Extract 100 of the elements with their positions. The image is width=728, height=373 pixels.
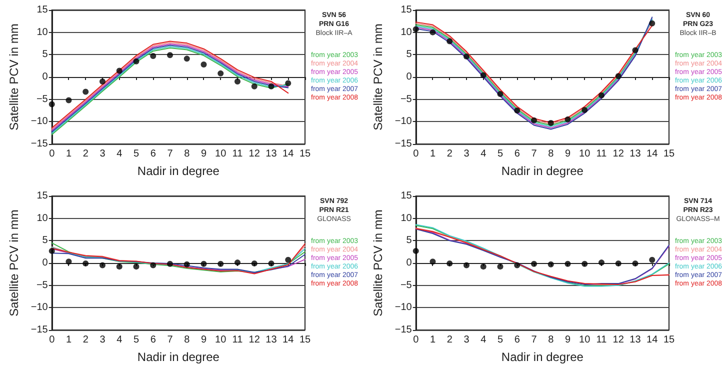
point	[598, 260, 604, 266]
point	[116, 68, 122, 74]
x-tick-label: 9	[564, 334, 571, 346]
x-axis-title: Nadir in degree	[137, 350, 220, 364]
x-tick-label: 15	[299, 148, 311, 160]
x-tick-label: 0	[413, 148, 420, 160]
y-tick-label: 10	[36, 212, 48, 224]
y-tick-label: 15	[36, 190, 48, 202]
point	[167, 52, 173, 58]
point	[66, 97, 72, 104]
x-tick-label: 7	[531, 148, 538, 160]
y-tick-label: 15	[400, 4, 412, 16]
y-tick-label: −10	[394, 302, 412, 314]
y-tick-label: −5	[400, 280, 412, 291]
x-tick-label: 10	[215, 148, 227, 160]
x-tick-label: 1	[430, 334, 436, 346]
x-tick-label: 14	[646, 148, 658, 160]
x-tick-label: 5	[133, 334, 140, 346]
x-tick-label: 5	[497, 148, 504, 160]
x-tick-label: 0	[49, 334, 56, 346]
point	[234, 78, 240, 84]
point	[200, 260, 207, 267]
point	[66, 258, 72, 265]
point	[412, 248, 419, 254]
x-axis-title: Nadir in degree	[501, 350, 584, 364]
x-tick-label: 6	[514, 148, 520, 160]
point	[200, 61, 207, 68]
point	[446, 260, 453, 266]
x-tick-label: 10	[215, 334, 227, 346]
y-tick-label: 15	[36, 4, 48, 16]
point	[184, 56, 190, 62]
y-axis-title: Satellite PCV in mm	[7, 210, 21, 316]
point	[598, 92, 604, 98]
x-tick-label: 2	[446, 148, 453, 160]
point	[167, 260, 173, 267]
y-tick-label: 10	[400, 26, 412, 38]
x-tick-label: 15	[663, 334, 675, 346]
point	[564, 116, 571, 122]
x-tick-label: 13	[266, 148, 278, 160]
x-tick-label: 13	[630, 148, 642, 160]
y-tick-label: −10	[30, 116, 48, 128]
point	[632, 47, 638, 54]
point	[285, 256, 292, 263]
y-tick-label: −15	[30, 138, 48, 150]
point	[150, 262, 156, 268]
x-axis-title: Nadir in degree	[501, 164, 584, 178]
point	[446, 38, 453, 44]
point	[615, 260, 622, 266]
x-tick-label: 5	[133, 148, 140, 160]
x-tick-label: 5	[497, 334, 504, 346]
x-tick-label: 12	[612, 148, 624, 160]
x-tick-label: 14	[646, 334, 658, 346]
point	[514, 108, 520, 114]
y-tick-label: 5	[42, 49, 48, 60]
x-tick-label: 1	[430, 148, 436, 160]
y-tick-label: −5	[36, 280, 48, 291]
point	[649, 256, 656, 263]
point	[184, 261, 190, 268]
x-tick-label: 6	[150, 334, 156, 346]
y-tick-label: −5	[36, 94, 48, 105]
x-tick-label: 13	[266, 334, 278, 346]
x-tick-label: 4	[480, 334, 487, 346]
point	[48, 101, 55, 108]
y-tick-label: 15	[400, 190, 412, 202]
point	[480, 72, 486, 78]
x-tick-label: 2	[82, 148, 89, 160]
point	[548, 261, 554, 268]
x-tick-label: 10	[579, 334, 591, 346]
y-axis-title: Satellite PCV in mm	[371, 24, 385, 130]
point	[133, 58, 140, 64]
x-tick-label: 1	[66, 334, 72, 346]
y-tick-label: 5	[406, 235, 412, 246]
x-tick-label: 8	[548, 334, 554, 346]
x-tick-label: 10	[579, 148, 591, 160]
point	[564, 260, 571, 267]
point	[632, 260, 638, 266]
y-tick-label: −10	[394, 116, 412, 128]
x-tick-label: 11	[232, 148, 244, 160]
x-tick-label: 12	[248, 148, 260, 160]
x-tick-label: 9	[564, 148, 571, 160]
x-tick-label: 3	[100, 148, 106, 160]
x-tick-label: 4	[116, 148, 123, 160]
y-tick-label: 10	[36, 26, 48, 38]
x-tick-label: 3	[464, 148, 470, 160]
point	[218, 70, 224, 76]
y-tick-label: 0	[42, 72, 48, 82]
point	[251, 83, 258, 90]
x-tick-label: 4	[116, 334, 123, 346]
point	[463, 262, 470, 268]
x-tick-label: 7	[167, 148, 174, 160]
point	[531, 117, 537, 124]
point	[430, 258, 436, 265]
x-tick-label: 9	[200, 148, 207, 160]
x-tick-label: 6	[150, 148, 156, 160]
x-tick-label: 2	[446, 334, 453, 346]
y-tick-label: 0	[406, 258, 412, 268]
point	[463, 53, 470, 60]
point	[268, 260, 274, 266]
x-tick-label: 12	[248, 334, 260, 346]
point	[430, 29, 436, 36]
